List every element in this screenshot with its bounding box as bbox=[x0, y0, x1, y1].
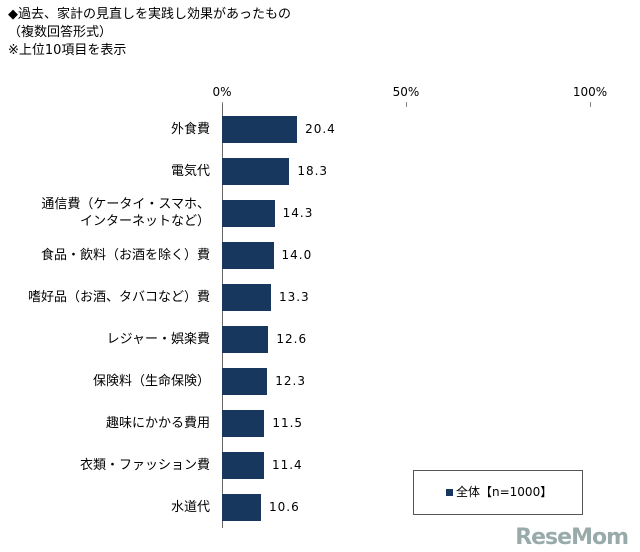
y-tick-label: 嗜好品（お酒、タバコなど）費 bbox=[27, 289, 210, 305]
bar bbox=[222, 493, 261, 521]
y-tick-label: 趣味にかかる費用 bbox=[105, 415, 210, 431]
y-tick-label: 衣類・ファッション費 bbox=[79, 457, 210, 473]
bar bbox=[222, 283, 271, 311]
chart-note: ※上位10項目を表示 bbox=[8, 43, 127, 58]
x-tick-label: 0% bbox=[212, 85, 232, 99]
bar bbox=[222, 409, 265, 437]
y-tick-label: 外食費 bbox=[170, 121, 210, 137]
y-tick-label: 保険料（生命保険） bbox=[92, 373, 210, 389]
y-tick-label: 電気代 bbox=[170, 163, 210, 179]
chart-title: ◆過去、家計の見直しを実践し効果があったもの bbox=[8, 7, 291, 22]
data-label: 18.3 bbox=[297, 163, 329, 178]
legend-label: 全体【n=1000】 bbox=[456, 485, 553, 499]
bar bbox=[222, 199, 275, 227]
y-tick-label: レジャー・娯楽費 bbox=[106, 331, 210, 347]
x-tick-label: 100% bbox=[572, 85, 608, 99]
data-label: 11.4 bbox=[271, 457, 303, 472]
legend bbox=[413, 470, 583, 515]
bar bbox=[222, 451, 264, 479]
data-label: 10.6 bbox=[269, 499, 300, 514]
data-label: 20.4 bbox=[305, 121, 336, 136]
legend-swatch bbox=[446, 489, 453, 496]
tick-mark bbox=[406, 102, 407, 107]
y-tick-label: 水道代 bbox=[170, 499, 210, 515]
bar bbox=[222, 241, 274, 269]
y-tick-label: 食品・飲料（お酒を除く）費 bbox=[40, 247, 210, 263]
data-label: 14.0 bbox=[281, 247, 313, 262]
bar bbox=[222, 367, 268, 395]
bar bbox=[222, 115, 298, 143]
data-label: 14.3 bbox=[282, 205, 314, 220]
tick-mark bbox=[590, 102, 591, 107]
bar bbox=[222, 325, 269, 353]
bar bbox=[222, 157, 290, 185]
y-tick-label: 通信費（ケータイ・スマホ、 インターネットなど） bbox=[41, 197, 210, 229]
axis-line bbox=[222, 104, 223, 528]
x-tick-label: 50% bbox=[392, 85, 420, 99]
data-label: 12.6 bbox=[276, 331, 308, 346]
data-label: 11.5 bbox=[272, 415, 304, 430]
watermark: ReseMom bbox=[515, 525, 629, 550]
data-label: 13.3 bbox=[278, 289, 310, 304]
data-label: 12.3 bbox=[275, 373, 306, 388]
chart-subtitle: （複数回答形式） bbox=[8, 25, 113, 40]
